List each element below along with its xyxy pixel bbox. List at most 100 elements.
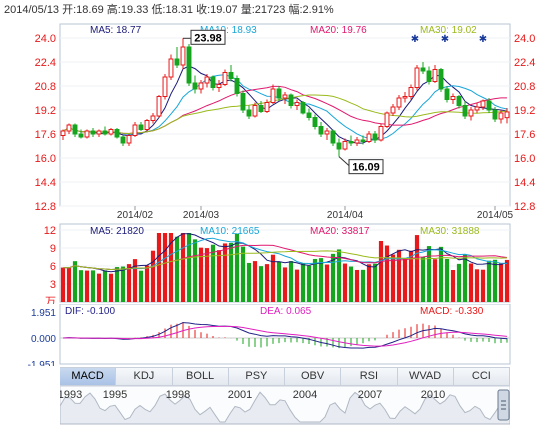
candle-body[interactable] — [162, 76, 168, 97]
candle-body[interactable] — [294, 102, 300, 106]
candle-body[interactable] — [402, 96, 408, 99]
macd-chart[interactable]: 1.951 0.000 -1.951 DIF: -0.100 DEA: 0.065 MAC… — [0, 304, 537, 366]
candle-body[interactable] — [276, 88, 282, 99]
volume-bar — [252, 261, 258, 302]
candle-body[interactable] — [246, 109, 252, 117]
candle-body[interactable] — [432, 69, 438, 82]
candle-body[interactable] — [84, 130, 90, 138]
volume-bar — [66, 268, 72, 302]
candle-body[interactable] — [174, 58, 180, 66]
candle-body[interactable] — [300, 102, 306, 114]
tab-psy[interactable]: PSY — [229, 368, 285, 385]
candle-body[interactable] — [60, 130, 66, 136]
candle-body[interactable] — [270, 88, 276, 103]
candle-body[interactable] — [450, 96, 456, 100]
candle-body[interactable] — [120, 136, 126, 144]
candle-body[interactable] — [444, 88, 450, 100]
tab-rsi[interactable]: RSI — [341, 368, 398, 385]
candle-body[interactable] — [498, 112, 504, 120]
candle-body[interactable] — [456, 96, 462, 106]
candle-body[interactable] — [336, 142, 342, 150]
candle-body[interactable] — [222, 72, 228, 85]
candle-body[interactable] — [96, 130, 102, 135]
candle-body[interactable] — [102, 130, 108, 135]
candle-body[interactable] — [234, 78, 240, 94]
candle-body[interactable] — [390, 106, 396, 114]
candle-body[interactable] — [78, 133, 84, 138]
tab-macd[interactable]: MACD — [60, 368, 117, 385]
year-label: 2001 — [228, 389, 252, 401]
tab-boll[interactable]: BOLL — [173, 368, 229, 385]
history-navigator[interactable]: 1993 1995 1998 2001 2004 2007 2010 — [60, 386, 510, 426]
candle-body[interactable] — [414, 67, 420, 88]
volume-bar — [162, 233, 168, 302]
macd-legend-1: DIF: -0.100 — [65, 306, 115, 317]
y-tick-left: 12 — [44, 225, 56, 237]
candle-body[interactable] — [144, 120, 150, 130]
candle-body[interactable] — [360, 139, 366, 142]
candle-body[interactable] — [186, 46, 192, 84]
candle-body[interactable] — [438, 69, 444, 90]
year-label: 1998 — [166, 389, 190, 401]
candle-body[interactable] — [384, 112, 390, 127]
candle-body[interactable] — [396, 97, 402, 108]
volume-bar — [78, 270, 84, 302]
volume-bar — [444, 258, 450, 302]
candle-body[interactable] — [312, 117, 318, 127]
candle-body[interactable] — [306, 112, 312, 118]
candle-body[interactable] — [66, 124, 72, 132]
candle-body[interactable] — [258, 105, 264, 112]
candle-body[interactable] — [198, 82, 204, 90]
candle-body[interactable] — [408, 87, 414, 97]
candle-body[interactable] — [138, 124, 144, 130]
candle-body[interactable] — [192, 82, 198, 90]
candle-body[interactable] — [132, 124, 138, 136]
candlestick-chart[interactable]: 24.0 24.0 22.4 22.4 20.8 20.8 19.2 19.2 17.6 17.6… — [0, 20, 537, 220]
tab-kdj[interactable]: KDJ — [116, 368, 173, 385]
tab-cci[interactable]: CCI — [454, 368, 510, 385]
candle-body[interactable] — [264, 102, 270, 112]
tab-wvad[interactable]: WVAD — [398, 368, 454, 385]
y-tick-right: 17.6 — [514, 129, 535, 141]
candle-body[interactable] — [504, 111, 510, 119]
candle-body[interactable] — [420, 67, 426, 72]
candle-body[interactable] — [330, 130, 336, 144]
candle-body[interactable] — [462, 105, 468, 117]
candle-body[interactable] — [354, 139, 360, 144]
candle-body[interactable] — [492, 109, 498, 120]
candle-body[interactable] — [426, 70, 432, 82]
candle-body[interactable] — [372, 133, 378, 141]
candle-body[interactable] — [480, 100, 486, 108]
candle-body[interactable] — [210, 76, 216, 88]
candle-body[interactable] — [156, 96, 162, 117]
candle-body[interactable] — [240, 93, 246, 111]
candle-body[interactable] — [318, 126, 324, 135]
candle-body[interactable] — [150, 115, 156, 121]
candle-body[interactable] — [342, 141, 348, 150]
candle-body[interactable] — [324, 130, 330, 135]
candle-body[interactable] — [216, 84, 222, 88]
candle-body[interactable] — [486, 100, 492, 111]
candle-body[interactable] — [468, 109, 474, 117]
candle-body[interactable] — [348, 141, 354, 144]
candle-body[interactable] — [90, 130, 96, 135]
candle-body[interactable] — [114, 129, 120, 138]
candle-body[interactable] — [378, 126, 384, 141]
volume-chart[interactable]: 12 9 6 3 万 MA5: 21820 MA10: 21665 MA20: 33817 MA… — [0, 222, 537, 304]
volume-bar — [180, 233, 186, 302]
candle-body[interactable] — [108, 129, 114, 135]
candle-body[interactable] — [168, 58, 174, 78]
candle-body[interactable] — [204, 76, 210, 84]
tab-obv[interactable]: OBV — [285, 368, 342, 385]
candle-body[interactable] — [252, 105, 258, 117]
candle-body[interactable] — [474, 106, 480, 111]
candle-body[interactable] — [72, 124, 78, 135]
candle-body[interactable] — [282, 94, 288, 99]
y-tick-right: 20.8 — [514, 81, 535, 93]
candle-body[interactable] — [288, 94, 294, 106]
candle-body[interactable] — [228, 72, 234, 79]
candle-body[interactable] — [366, 133, 372, 142]
volume-bar — [408, 250, 414, 302]
candle-body[interactable] — [180, 46, 186, 66]
candle-body[interactable] — [126, 135, 132, 144]
